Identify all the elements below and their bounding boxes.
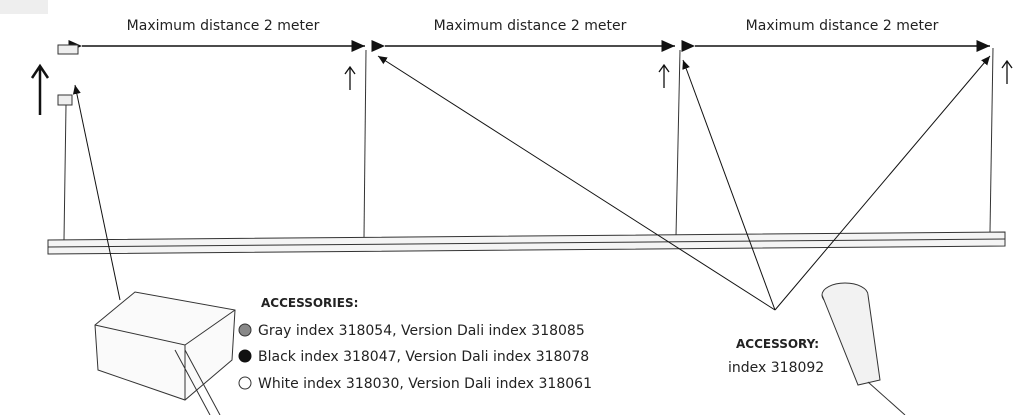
tab <box>0 0 48 14</box>
accessory-label: index 318092 <box>728 360 824 376</box>
accessory-item: Gray index 318054, Version Dali index 31… <box>258 323 585 339</box>
detail-box <box>94 291 236 415</box>
dimension-label: Maximum distance 2 meter <box>746 18 939 34</box>
pointer-lines <box>72 55 991 311</box>
accessories-title: ACCESSORIES: <box>261 296 358 310</box>
swatch <box>238 323 252 337</box>
detail-plug <box>821 282 906 415</box>
dimension-label: Maximum distance 2 meter <box>434 18 627 34</box>
dimension-label: Maximum distance 2 meter <box>127 18 320 34</box>
accessory-item: White index 318030, Version Dali index 3… <box>258 376 592 392</box>
accessory-title: ACCESSORY: <box>736 337 819 351</box>
swatch <box>238 349 252 363</box>
accessory-item: Black index 318047, Version Dali index 3… <box>258 349 589 365</box>
lamp <box>47 44 1006 255</box>
swatch <box>238 376 252 390</box>
up-arrows <box>30 59 1013 115</box>
